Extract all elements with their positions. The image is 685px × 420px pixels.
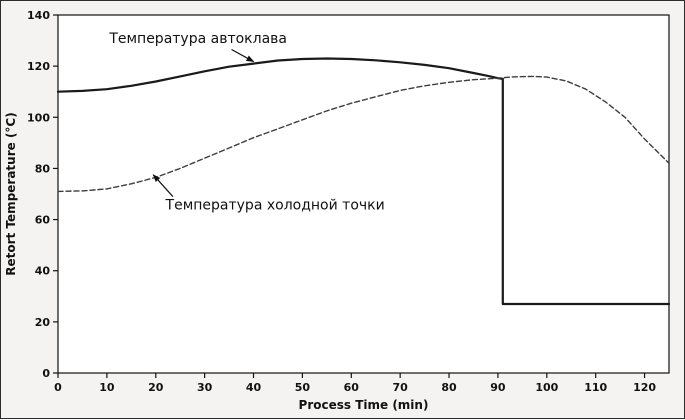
- y-axis-tick-label: 100: [27, 111, 50, 124]
- plot-area: [57, 14, 670, 374]
- x-axis-tick-label: 40: [246, 381, 262, 394]
- x-axis-tick-label: 70: [393, 381, 409, 394]
- x-axis-tick-label: 80: [441, 381, 457, 394]
- series-line-retort-temperature: [56, 57, 671, 306]
- annotation-label-0: Температура автоклава: [108, 31, 287, 47]
- x-axis-tick-label: 120: [633, 381, 656, 394]
- y-axis-tick-label: 140: [27, 9, 50, 22]
- annotation-label-1: Температура холодной точки: [165, 197, 385, 213]
- x-axis-tick-label: 110: [584, 381, 607, 394]
- x-axis-tick-label: 60: [344, 381, 360, 394]
- annotation-arrow-1: [152, 174, 174, 197]
- series-line-cold-point-temperature: [57, 75, 670, 193]
- y-axis-tick-label: 20: [35, 316, 51, 329]
- y-axis-tick-label: 40: [35, 265, 51, 278]
- x-axis-tick-label: 30: [197, 381, 213, 394]
- x-axis-tick-label: 50: [295, 381, 311, 394]
- x-axis-label: Process Time (min): [299, 398, 429, 412]
- annotation-arrow-0: [231, 48, 255, 63]
- x-axis-tick-label: 10: [99, 381, 115, 394]
- x-axis-tick-label: 20: [148, 381, 164, 394]
- y-axis-tick-label: 80: [35, 162, 51, 175]
- y-axis-label: Retort Temperature (°C): [4, 112, 18, 275]
- x-axis-tick-label: 90: [490, 381, 506, 394]
- y-axis-tick-label: 0: [42, 367, 50, 380]
- x-axis-tick-label: 100: [535, 381, 558, 394]
- y-axis-tick-label: 60: [35, 214, 51, 227]
- y-axis-tick-label: 120: [27, 60, 50, 73]
- x-axis-tick-label: 0: [54, 381, 62, 394]
